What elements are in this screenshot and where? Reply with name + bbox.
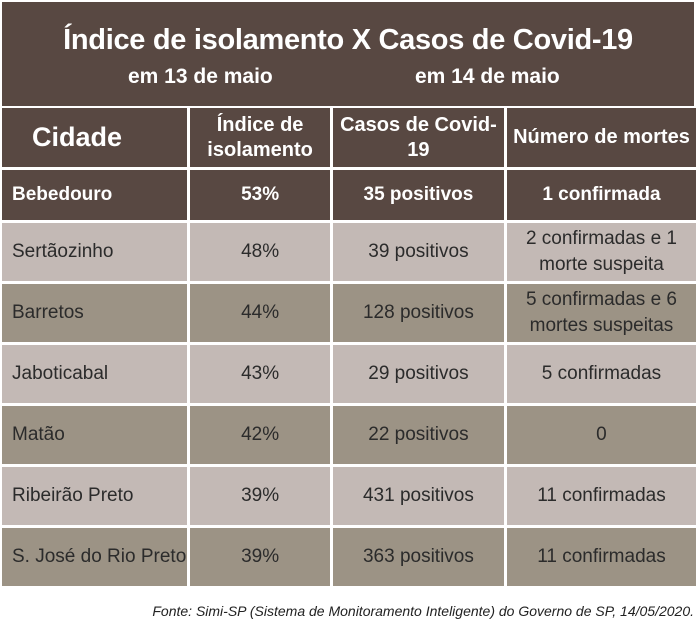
- cell-city: Jaboticabal: [2, 345, 188, 403]
- cell-cases: 29 positivos: [332, 345, 504, 403]
- cell-deaths: 2 confirmadas e 1 morte suspeita: [506, 223, 696, 281]
- cell-isolation: 48%: [190, 223, 330, 281]
- table-row: Matão 42% 22 positivos 0: [2, 406, 696, 464]
- cell-city: Bebedouro: [2, 170, 188, 220]
- table-row: Jaboticabal 43% 29 positivos 5 confirmad…: [2, 345, 696, 403]
- column-header-isolation: Índice de isolamento: [190, 108, 330, 167]
- cell-deaths: 11 confirmadas: [506, 467, 696, 525]
- cell-city: Ribeirão Preto: [2, 467, 188, 525]
- covid-isolation-table: Cidade Índice de isolamento Casos de Cov…: [0, 105, 696, 589]
- cell-city: S. José do Rio Preto: [2, 528, 188, 586]
- page-title: Índice de isolamento X Casos de Covid-19: [63, 24, 633, 56]
- cell-city: Matão: [2, 406, 188, 464]
- cell-deaths: 11 confirmadas: [506, 528, 696, 586]
- cell-city: Barretos: [2, 284, 188, 342]
- cell-cases: 39 positivos: [332, 223, 504, 281]
- cell-isolation: 44%: [190, 284, 330, 342]
- column-header-deaths: Número de mortes: [506, 108, 696, 167]
- cell-isolation: 53%: [190, 170, 330, 220]
- infographic-frame: Índice de isolamento X Casos de Covid-19…: [0, 2, 696, 589]
- cell-isolation: 42%: [190, 406, 330, 464]
- column-header-cases: Casos de Covid-19: [332, 108, 504, 167]
- cell-isolation: 43%: [190, 345, 330, 403]
- table-row: S. José do Rio Preto 39% 363 positivos 1…: [2, 528, 696, 586]
- cell-cases: 22 positivos: [332, 406, 504, 464]
- cell-cases: 363 positivos: [332, 528, 504, 586]
- cell-cases: 128 positivos: [332, 284, 504, 342]
- cell-deaths: 0: [506, 406, 696, 464]
- title-block: Índice de isolamento X Casos de Covid-19…: [2, 2, 694, 106]
- cell-deaths: 5 confirmadas e 6 mortes suspeitas: [506, 284, 696, 342]
- table-row: Bebedouro 53% 35 positivos 1 confirmada: [2, 170, 696, 220]
- table-row: Sertãozinho 48% 39 positivos 2 confirmad…: [2, 223, 696, 281]
- subtitle-cases-date: em 14 de maio: [415, 65, 560, 88]
- source-note: Fonte: Simi-SP (Sistema de Monitoramento…: [152, 603, 694, 619]
- cell-isolation: 39%: [190, 467, 330, 525]
- table-row: Ribeirão Preto 39% 431 positivos 11 conf…: [2, 467, 696, 525]
- cell-cases: 431 positivos: [332, 467, 504, 525]
- table-header-row: Cidade Índice de isolamento Casos de Cov…: [2, 108, 696, 167]
- cell-isolation: 39%: [190, 528, 330, 586]
- cell-deaths: 5 confirmadas: [506, 345, 696, 403]
- cell-deaths: 1 confirmada: [506, 170, 696, 220]
- table-row: Barretos 44% 128 positivos 5 confirmadas…: [2, 284, 696, 342]
- cell-city: Sertãozinho: [2, 223, 188, 281]
- column-header-city: Cidade: [2, 108, 188, 167]
- subtitle-isolation-date: em 13 de maio: [128, 65, 273, 88]
- cell-cases: 35 positivos: [332, 170, 504, 220]
